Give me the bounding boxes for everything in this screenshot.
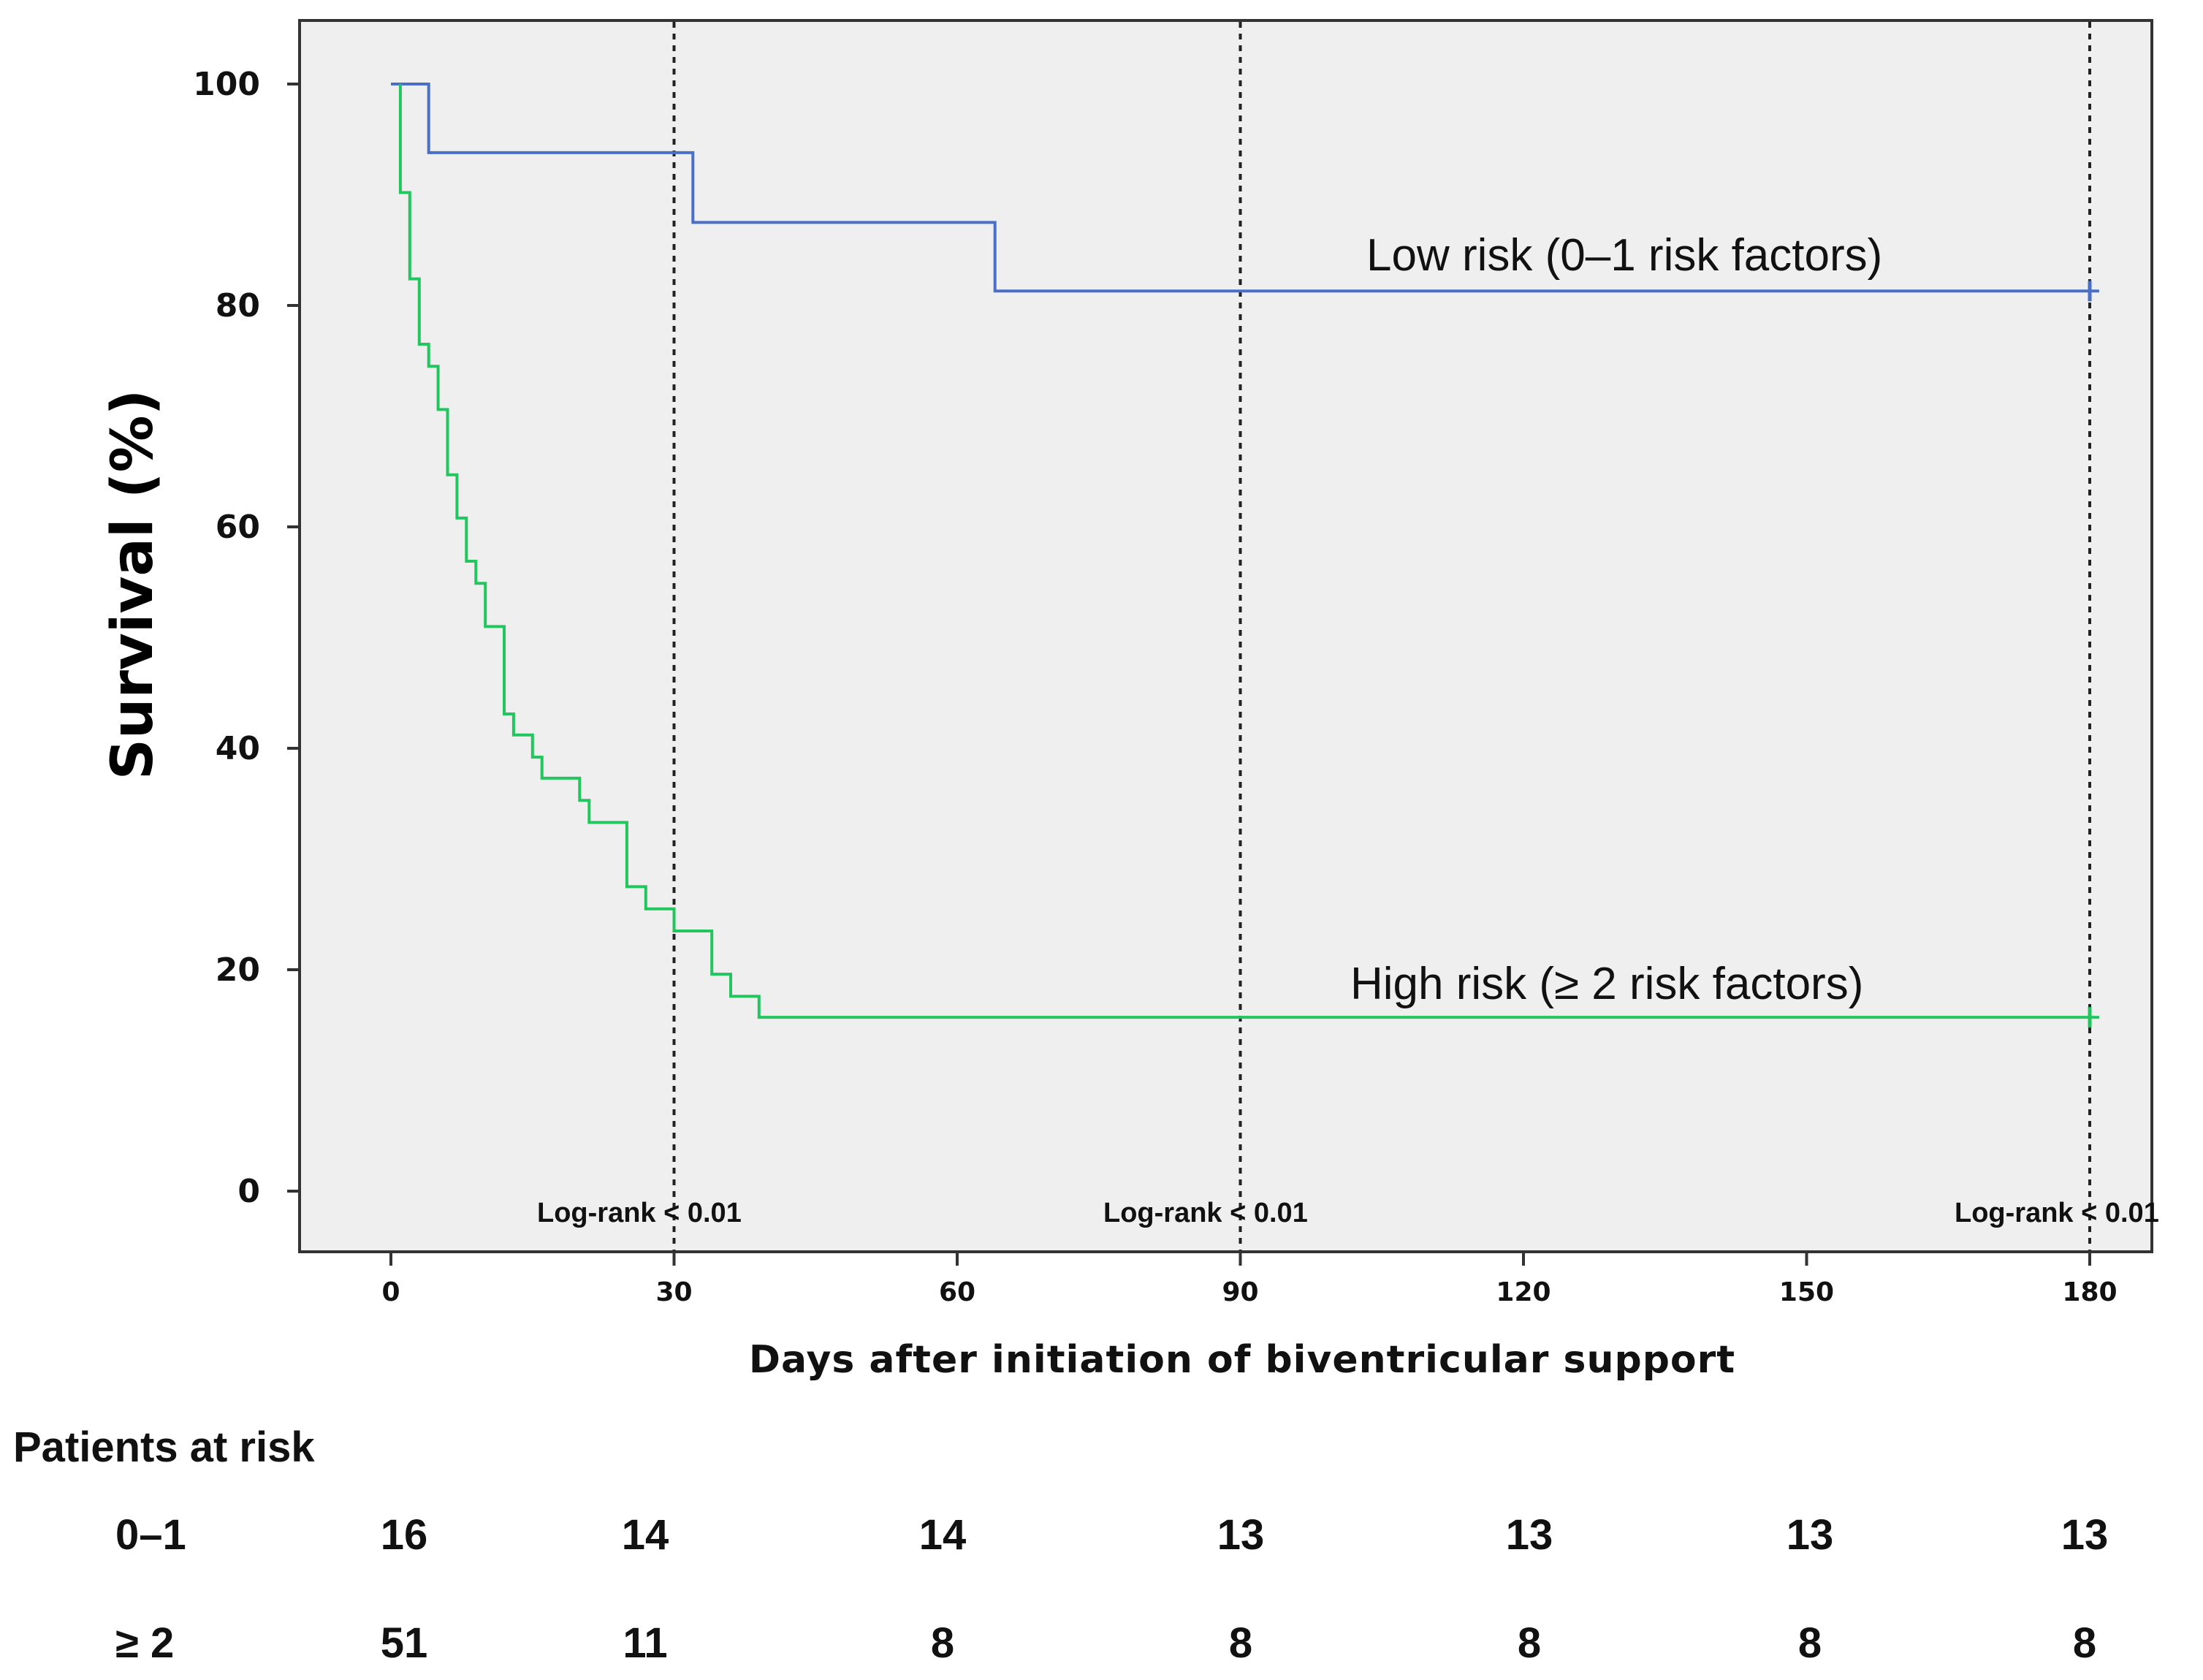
x-axis: 0 30 60 90 120 150 180 bbox=[381, 1252, 2118, 1307]
risk-cell: 8 bbox=[1798, 1619, 1822, 1667]
logrank-label-180: Log-rank < 0.01 bbox=[1955, 1198, 2159, 1228]
x-tick-label: 120 bbox=[1496, 1277, 1551, 1307]
x-tick-label: 30 bbox=[655, 1277, 692, 1307]
series-line-low-risk bbox=[391, 83, 2099, 293]
x-tick-label: 0 bbox=[381, 1277, 400, 1307]
risk-row-label: 0–1 bbox=[115, 1511, 186, 1559]
plot-panel bbox=[298, 19, 2153, 1253]
x-axis-title: Days after initiation of biventricular s… bbox=[749, 1338, 1735, 1382]
y-axis: 0 20 40 60 80 100 bbox=[193, 66, 300, 1210]
risk-cell: 13 bbox=[1506, 1511, 1553, 1559]
y-tick-label: 20 bbox=[216, 951, 260, 989]
risk-cell: 11 bbox=[623, 1619, 667, 1667]
risk-cell: 8 bbox=[2073, 1619, 2096, 1667]
y-tick-label: 40 bbox=[216, 730, 260, 767]
risk-cell: 13 bbox=[1787, 1511, 1834, 1559]
series-label-low-risk: Low risk (0–1 risk factors) bbox=[1366, 230, 1882, 281]
risk-cell: 13 bbox=[2061, 1511, 2109, 1559]
y-tick-label: 80 bbox=[216, 287, 260, 324]
logrank-label-30: Log-rank < 0.01 bbox=[537, 1198, 742, 1228]
risk-table-title: Patients at risk bbox=[13, 1424, 315, 1471]
x-tick-label: 60 bbox=[939, 1277, 975, 1307]
x-tick-label: 180 bbox=[2062, 1277, 2117, 1307]
risk-cell: 14 bbox=[919, 1511, 967, 1559]
y-tick-label: 0 bbox=[237, 1173, 260, 1210]
risk-cell: 16 bbox=[381, 1511, 428, 1559]
series-layer bbox=[391, 83, 2099, 1028]
logrank-label-90: Log-rank < 0.01 bbox=[1103, 1198, 1308, 1228]
x-tick-label: 90 bbox=[1222, 1277, 1258, 1307]
x-tick-label: 150 bbox=[1779, 1277, 1834, 1307]
risk-cell: 14 bbox=[622, 1511, 669, 1559]
series-line-high-risk bbox=[398, 84, 2099, 1019]
risk-cell: 51 bbox=[381, 1619, 428, 1667]
risk-cell: 8 bbox=[931, 1619, 954, 1667]
risk-row-label: ≥ 2 bbox=[115, 1619, 174, 1667]
risk-cell: 8 bbox=[1229, 1619, 1252, 1667]
y-tick-label: 60 bbox=[216, 509, 260, 546]
series-label-high-risk: High risk (≥ 2 risk factors) bbox=[1350, 959, 1863, 1009]
y-tick-label: 100 bbox=[193, 66, 260, 103]
risk-cell: 8 bbox=[1518, 1619, 1541, 1667]
y-axis-title: Survival (%) bbox=[100, 389, 166, 780]
risk-cell: 13 bbox=[1217, 1511, 1265, 1559]
risk-table: 0–1 16 14 14 13 13 13 13 ≥ 2 51 11 8 8 8 8 8 bbox=[115, 1511, 2108, 1667]
